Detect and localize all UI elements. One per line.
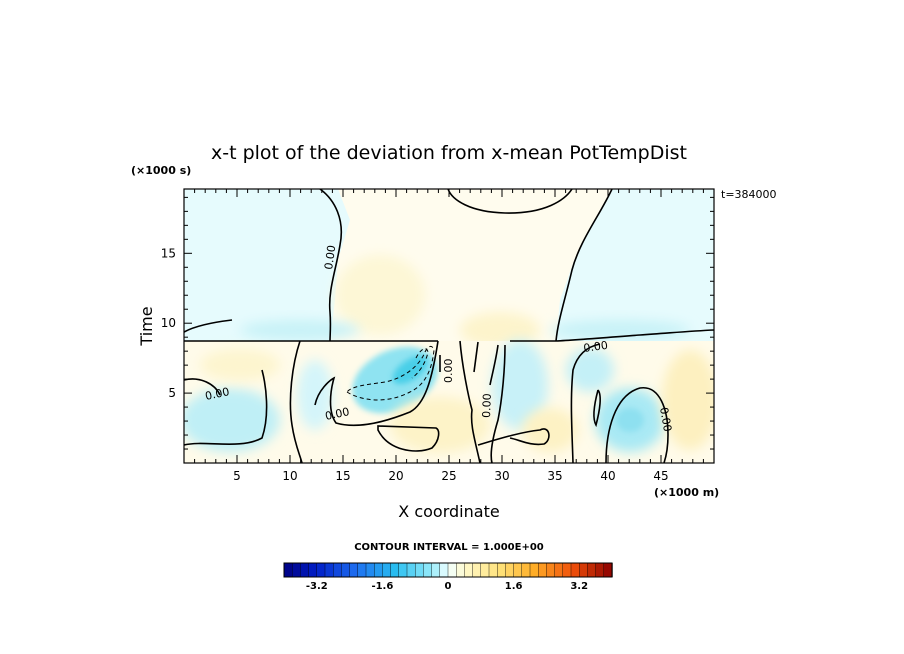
x-tick-label: 35	[547, 469, 562, 483]
colorbar-cell	[497, 562, 507, 578]
colorbar-cell	[292, 562, 302, 578]
colorbar-cell	[570, 562, 580, 578]
colorbar-cell	[546, 562, 556, 578]
colorbar-cell	[587, 562, 597, 578]
colorbar-cell	[365, 562, 375, 578]
y-axis-title: Time	[137, 306, 156, 346]
contour-label: 0.00	[442, 359, 455, 384]
colorbar-cell	[357, 562, 367, 578]
colorbar-cell	[439, 562, 449, 578]
colorbar-cell	[464, 562, 474, 578]
colorbar-cell	[521, 562, 531, 578]
x-tick-label: 20	[388, 469, 403, 483]
contour-label: 0.00	[204, 385, 231, 403]
colorbar-cell	[333, 562, 343, 578]
x-axis-title: X coordinate	[398, 502, 499, 521]
contour-lines	[184, 189, 714, 463]
x-tick-label: 5	[233, 469, 241, 483]
x-tick-label: 45	[653, 469, 668, 483]
colorbar: -3.2 -1.6 0 1.6 3.2	[283, 562, 613, 592]
x-axis: 5 10 15 20 25 30 35 40 45	[194, 189, 704, 483]
contour-label: 0.00	[657, 406, 674, 432]
heatmap-field	[184, 189, 714, 463]
colorbar-cell	[300, 562, 310, 578]
colorbar-cell	[595, 562, 605, 578]
x-tick-label: 25	[441, 469, 456, 483]
colorbar-tick-label: -3.2	[306, 581, 328, 592]
colorbar-cell	[529, 562, 539, 578]
colorbar-frame	[283, 562, 613, 578]
y-axis: 5 10 15	[161, 196, 714, 450]
y-tick-label: 5	[168, 386, 176, 400]
x-tick-label: 15	[335, 469, 350, 483]
colorbar-cell	[398, 562, 408, 578]
colorbar-cell	[579, 562, 589, 578]
colorbar-cell	[505, 562, 515, 578]
colorbar-cell	[374, 562, 384, 578]
colorbar-tick-label: 1.6	[505, 581, 523, 592]
colorbar-cell	[431, 562, 441, 578]
colorbar-tick-label: 3.2	[570, 581, 588, 592]
colorbar-cell	[406, 562, 416, 578]
x-axis-unit: (×1000 m)	[654, 486, 719, 499]
colorbar-cell	[316, 562, 326, 578]
colorbar-cell	[415, 562, 425, 578]
colorbar-tick-label: 0	[445, 581, 452, 592]
contour-label: 0.00	[324, 405, 351, 423]
contour-interval: CONTOUR INTERVAL = 1.000E+00	[354, 542, 544, 553]
colorbar-cell	[341, 562, 351, 578]
colorbar-cell	[423, 562, 433, 578]
chart-title: x-t plot of the deviation from x-mean Po…	[211, 142, 687, 164]
colorbar-cell	[562, 562, 572, 578]
y-tick-label: 15	[161, 246, 176, 260]
colorbar-cell	[488, 562, 498, 578]
colorbar-cell	[447, 562, 457, 578]
colorbar-cell	[603, 562, 613, 578]
y-tick-label: 10	[161, 316, 176, 330]
colorbar-cell	[456, 562, 466, 578]
colorbar-cell	[324, 562, 334, 578]
x-tick-label: 30	[494, 469, 509, 483]
colorbar-cell	[480, 562, 490, 578]
colorbar-cell	[390, 562, 400, 578]
colorbar-cell	[513, 562, 523, 578]
time-stamp: t=384000	[721, 188, 777, 201]
contour-label: 0.00	[583, 339, 609, 355]
contour-label: 0.00	[480, 393, 494, 418]
colorbar-cell	[554, 562, 564, 578]
colorbar-cell	[283, 562, 293, 578]
colorbar-cell	[472, 562, 482, 578]
contour-labels: 0.00 0.00 0.00 0.00 0.00 0.00 0.00	[204, 244, 674, 432]
x-tick-label: 10	[282, 469, 297, 483]
negative-contour	[346, 345, 435, 401]
colorbar-cell	[382, 562, 392, 578]
contour-label: 0.00	[322, 244, 338, 270]
colorbar-cell	[538, 562, 548, 578]
colorbar-cell	[308, 562, 318, 578]
x-tick-label: 40	[600, 469, 615, 483]
colorbar-cell	[349, 562, 359, 578]
colorbar-tick-label: -1.6	[371, 581, 393, 592]
y-axis-unit: (×1000 s)	[131, 164, 191, 177]
